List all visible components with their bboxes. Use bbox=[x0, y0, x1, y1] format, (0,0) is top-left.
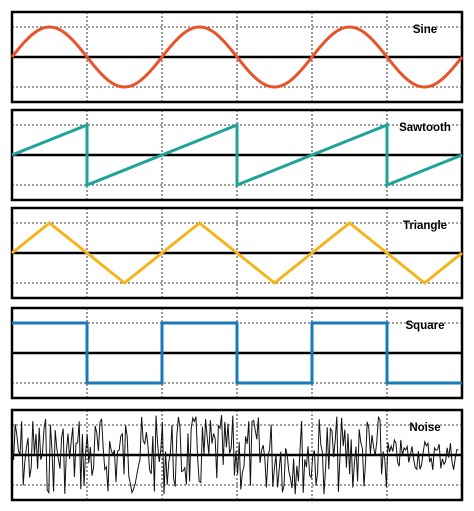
panel-label: Square bbox=[406, 320, 445, 332]
panel-label: Noise bbox=[409, 422, 440, 434]
panel-square: Square bbox=[10, 306, 464, 400]
sine-wave bbox=[10, 25, 464, 89]
noise-wave bbox=[11, 415, 459, 495]
panel-sawtooth: Sawtooth bbox=[10, 108, 464, 202]
panel-noise: Noise bbox=[10, 408, 464, 502]
panel-label: Sawtooth bbox=[399, 122, 451, 134]
panel-label: Triangle bbox=[403, 220, 447, 232]
panel-label: Sine bbox=[413, 24, 437, 36]
sawtooth-wave bbox=[11, 122, 463, 188]
panel-triangle: Triangle bbox=[10, 206, 464, 300]
square-wave bbox=[12, 321, 462, 385]
panel-sine: Sine bbox=[10, 10, 464, 104]
triangle-wave bbox=[11, 221, 463, 285]
